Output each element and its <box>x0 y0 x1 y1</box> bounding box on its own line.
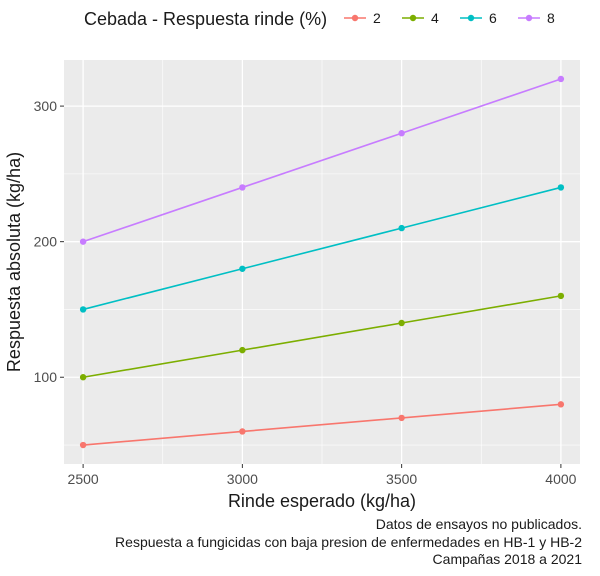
series-6-point <box>239 265 246 272</box>
y-tick-label: 100 <box>34 369 58 385</box>
caption-line-1: Datos de ensayos no publicados. <box>375 516 582 532</box>
y-tick-label: 200 <box>34 234 58 250</box>
legend-entry-label: 6 <box>489 10 497 26</box>
legend-key-point <box>467 14 475 22</box>
series-6-line <box>82 186 562 311</box>
axes: 2500 3000 3500 4000 100 200 300 <box>34 98 577 487</box>
series-6-point <box>557 184 565 191</box>
legend-entry-label: 8 <box>547 10 555 26</box>
x-tick-label: 3500 <box>386 471 417 487</box>
series-8-point <box>398 130 405 137</box>
y-axis-label: Respuesta absoluta (kg/ha) <box>4 152 24 372</box>
series-2-point <box>398 414 405 422</box>
x-tick-label: 3000 <box>227 471 258 487</box>
legend-key-point <box>525 14 533 22</box>
series-4-point <box>79 374 87 381</box>
grid-lines <box>64 60 580 464</box>
series-2-point <box>239 428 246 435</box>
caption-line-3: Campañas 2018 a 2021 <box>432 551 582 567</box>
series-6-point <box>398 224 405 232</box>
series-4-point <box>398 319 405 327</box>
legend-key-point <box>351 14 359 22</box>
legend-key-point <box>409 14 417 22</box>
series-6-point <box>79 306 87 313</box>
series-layer <box>79 75 565 449</box>
series-2-point <box>79 441 87 449</box>
series-2-point <box>557 401 565 408</box>
legend-title: Cebada - Respuesta rinde (%) <box>84 9 327 29</box>
caption: Datos de ensayos no publicados. Respuest… <box>115 516 582 569</box>
series-4-point <box>239 346 246 354</box>
series-2-line <box>83 403 561 446</box>
series-8-point <box>557 75 565 83</box>
series-8-line <box>82 78 562 243</box>
series-4-line <box>82 295 562 379</box>
series-4-point <box>557 292 565 300</box>
legend-entry-label: 4 <box>431 10 439 26</box>
legend-entry-label: 2 <box>373 10 381 26</box>
y-tick-label: 300 <box>34 98 58 114</box>
series-8-point <box>79 238 87 245</box>
x-tick-label: 4000 <box>545 471 576 487</box>
x-tick-label: 2500 <box>68 471 99 487</box>
series-8-point <box>239 184 246 191</box>
legend: Cebada - Respuesta rinde (%) 2 4 6 8 <box>84 9 555 29</box>
caption-line-2: Respuesta a fungicidas con baja presion … <box>115 533 582 550</box>
x-axis-label: Rinde esperado (kg/ha) <box>228 491 416 511</box>
